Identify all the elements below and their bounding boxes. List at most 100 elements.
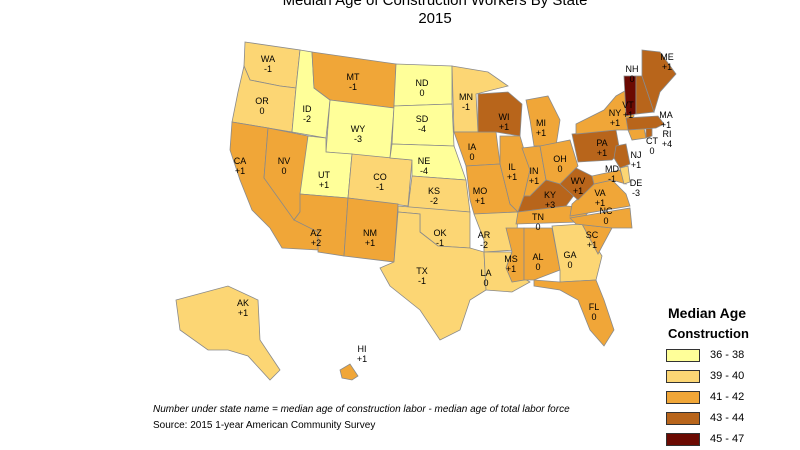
state-abbr-label: DE [630, 178, 643, 188]
state-diff-label: -1 [418, 276, 426, 286]
state-abbr-label: KS [428, 186, 440, 196]
state-abbr-label: WY [351, 124, 366, 134]
state-abbr-label: ID [303, 104, 313, 114]
state-diff-label: 0 [535, 222, 540, 232]
state-abbr-label: CO [373, 172, 387, 182]
legend-label: 39 - 40 [710, 370, 745, 382]
state-shape-fl [533, 279, 615, 347]
state-diff-label: +4 [662, 139, 672, 149]
state-diff-label: -1 [436, 238, 444, 248]
state-abbr-label: AL [532, 252, 543, 262]
legend-label: 41 - 42 [710, 391, 745, 403]
legend-swatch [666, 411, 700, 425]
state-diff-label: +1 [529, 176, 539, 186]
state-abbr-label: WA [261, 54, 275, 64]
states-layer [175, 41, 677, 381]
state-abbr-label: MS [504, 254, 518, 264]
state-abbr-label: AZ [310, 228, 322, 238]
state-shape-hi [339, 363, 359, 381]
footnote: Number under state name = median age of … [153, 404, 570, 415]
state-diff-label: +1 [499, 122, 509, 132]
state-diff-label: 0 [259, 106, 264, 116]
state-diff-label: 0 [603, 216, 608, 226]
state-diff-label: +1 [597, 148, 607, 158]
state-diff-label: -2 [430, 196, 438, 206]
state-diff-label: +1 [662, 62, 672, 72]
state-diff-label: 0 [649, 146, 654, 156]
state-abbr-label: SD [416, 114, 429, 124]
state-abbr-label: OK [433, 228, 446, 238]
state-diff-label: -4 [420, 166, 428, 176]
map-subtitle-year: 2015 [418, 10, 452, 27]
state-abbr-label: PA [596, 138, 607, 148]
state-shape-nj [613, 143, 631, 169]
state-abbr-label: KY [544, 190, 556, 200]
state-diff-label: -2 [480, 240, 488, 250]
state-abbr-label: OR [255, 96, 269, 106]
state-shape-ma [625, 115, 665, 131]
state-diff-label: +1 [587, 240, 597, 250]
state-diff-label: +1 [319, 180, 329, 190]
legend-item: 41 - 42 [666, 390, 744, 404]
state-abbr-label: GA [563, 250, 576, 260]
state-diff-label: +1 [661, 120, 671, 130]
state-abbr-label: IL [508, 162, 516, 172]
legend-title: Median Age [668, 305, 747, 321]
state-abbr-label: NV [278, 156, 291, 166]
state-diff-label: -1 [462, 102, 470, 112]
state-abbr-label: UT [318, 170, 330, 180]
state-diff-label: +1 [623, 110, 633, 120]
legend-label: 45 - 47 [710, 433, 745, 445]
state-shape-md [591, 169, 627, 185]
state-diff-label: 0 [591, 312, 596, 322]
legend-item: 45 - 47 [666, 432, 744, 446]
state-abbr-label: NE [418, 156, 431, 166]
state-abbr-label: LA [480, 268, 491, 278]
state-abbr-label: NJ [631, 150, 642, 160]
state-diff-label: +1 [536, 128, 546, 138]
state-abbr-label: MD [605, 164, 619, 174]
state-abbr-label: IN [530, 166, 539, 176]
state-shape-tx [379, 211, 487, 341]
state-diff-label: 0 [281, 166, 286, 176]
state-abbr-label: TN [532, 212, 544, 222]
state-abbr-label: VT [622, 100, 634, 110]
state-abbr-label: MT [347, 72, 360, 82]
state-abbr-label: MN [459, 92, 473, 102]
state-abbr-label: OH [553, 154, 567, 164]
legend-subtitle: Construction [668, 326, 749, 341]
legend-item: 43 - 44 [666, 411, 744, 425]
state-abbr-label: CT [646, 136, 658, 146]
state-diff-label: +1 [610, 118, 620, 128]
legend-swatch [666, 390, 700, 404]
state-shape-ar [473, 211, 519, 253]
state-abbr-label: MI [536, 118, 546, 128]
state-diff-label: 0 [469, 152, 474, 162]
state-abbr-label: MO [473, 186, 488, 196]
state-diff-label: +1 [475, 196, 485, 206]
state-labels-layer: WA-1OR0CA+1ID-2NV0MT-1WY-3UT+1AZ+2CO-1NM… [234, 52, 674, 364]
state-abbr-label: ND [416, 78, 429, 88]
state-diff-label: +2 [311, 238, 321, 248]
state-abbr-label: CA [234, 156, 247, 166]
state-abbr-label: ME [660, 52, 674, 62]
state-shape-de [619, 165, 631, 185]
state-diff-label: -1 [349, 82, 357, 92]
state-diff-label: +1 [595, 198, 605, 208]
state-abbr-label: NM [363, 228, 377, 238]
state-shape-me [641, 49, 677, 114]
state-diff-label: 0 [629, 74, 634, 84]
state-abbr-label: NC [600, 206, 613, 216]
source-citation: Source: 2015 1-year American Community S… [153, 420, 376, 431]
state-diff-label: 0 [483, 278, 488, 288]
state-diff-label: +1 [573, 186, 583, 196]
state-diff-label: 0 [535, 262, 540, 272]
state-diff-label: -2 [303, 114, 311, 124]
state-abbr-label: FL [589, 302, 600, 312]
state-diff-label: +1 [235, 166, 245, 176]
state-abbr-label: NH [626, 64, 639, 74]
state-shape-ny [575, 87, 635, 135]
state-diff-label: -3 [632, 188, 640, 198]
